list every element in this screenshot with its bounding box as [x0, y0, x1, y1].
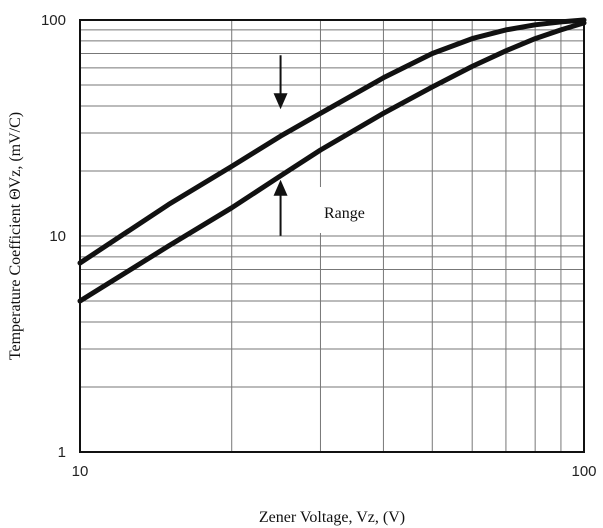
plot-frame — [79, 19, 585, 453]
series-line-1 — [77, 17, 587, 266]
x-tick-label: 100 — [571, 463, 596, 480]
x-axis-title: Zener Voltage, Vz, (V) — [259, 509, 405, 526]
y-tick-label: 100 — [41, 12, 66, 29]
range-annotation: Range — [273, 55, 382, 236]
y-tick-label: 1 — [58, 444, 66, 461]
grid — [80, 20, 584, 452]
range-label-background — [316, 187, 382, 233]
series-group — [77, 17, 587, 304]
y-axis-title: Temperature Coefficient ΘVz, (mV/C) — [7, 112, 24, 360]
range-arrow-up-head — [273, 179, 288, 196]
y-tick-label: 10 — [49, 228, 66, 245]
range-arrow-down-head — [273, 93, 288, 110]
range-label: Range — [324, 205, 365, 222]
x-tick-label: 10 — [72, 463, 89, 480]
series-line-2 — [77, 20, 587, 304]
tick-labels: 10 100 1 10 100 — [41, 12, 597, 480]
